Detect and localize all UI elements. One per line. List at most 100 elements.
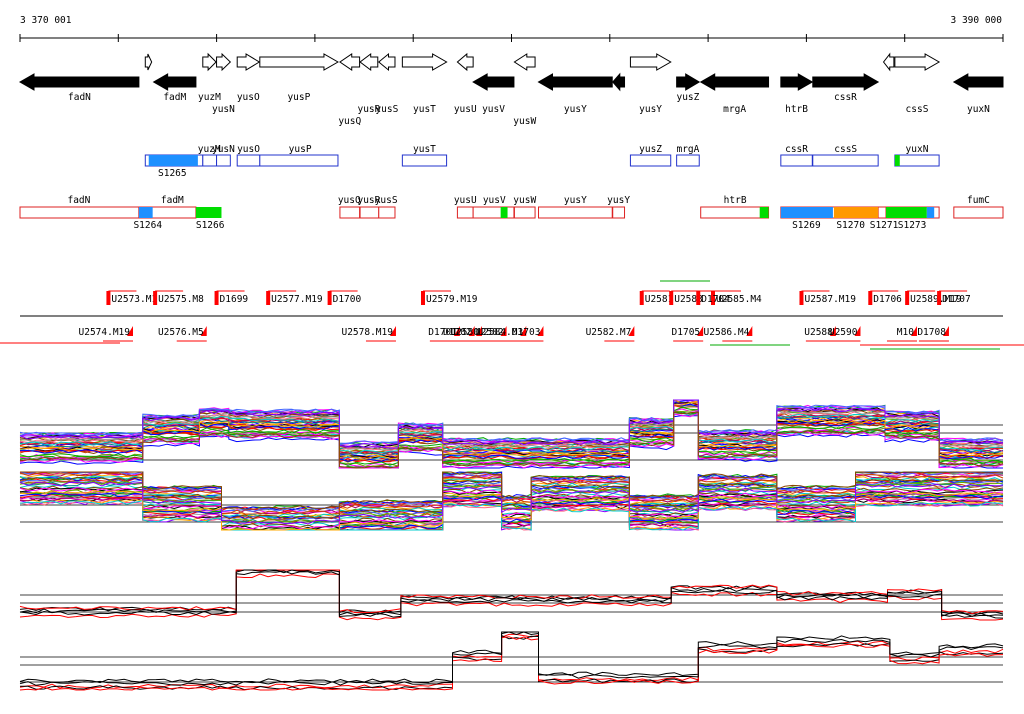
summary-trace <box>19 631 1004 686</box>
expression-trace <box>19 497 1004 531</box>
segment-label: U2578.M19 <box>341 327 393 338</box>
transcript-label: yusV <box>483 195 506 206</box>
transcript-label: S1266 <box>196 220 225 231</box>
transcript-label: htrB <box>724 195 747 206</box>
gene-label: mrgA <box>723 104 746 115</box>
segment-boundary-mark <box>500 326 507 336</box>
transcript-fill <box>780 207 833 218</box>
gene-label: yusR <box>357 104 380 115</box>
expression-trace <box>19 402 1004 459</box>
segment-label: U2589.M19 <box>910 294 962 305</box>
segment-boundary-mark <box>854 326 861 336</box>
gene-arrow <box>236 53 261 71</box>
transcript-box <box>378 206 396 219</box>
expression-trace <box>19 475 1004 518</box>
segment-boundary-mark <box>520 326 527 336</box>
segment-boundary-mark <box>628 326 635 336</box>
segment-boundary-mark <box>937 291 942 305</box>
transcript-box <box>676 154 700 167</box>
segment-label: D1700 <box>333 294 362 305</box>
summary-trace <box>19 634 1004 691</box>
gene-arrow <box>202 52 217 72</box>
transcript-box <box>359 206 380 219</box>
segment-boundary-mark <box>106 291 111 305</box>
expression-trace <box>19 471 1004 513</box>
summary-trace <box>19 569 1004 617</box>
segment-label: D1701 <box>428 327 457 338</box>
transcript-fill <box>148 155 198 166</box>
segment-boundary-mark <box>127 326 134 336</box>
transcript-box <box>629 154 672 167</box>
segment-boundary-mark <box>697 326 704 336</box>
gene-label: yuxN <box>967 104 990 115</box>
segment-boundary-mark <box>829 326 836 336</box>
segment-label: U2579.M19 <box>426 294 478 305</box>
segment-label: U2580 <box>450 327 479 338</box>
gene-label: cssS <box>906 104 929 115</box>
coord-end: 3 390 000 <box>951 15 1003 26</box>
expression-trace <box>19 411 1004 469</box>
segment-boundary-mark <box>868 291 873 305</box>
summary-trace <box>19 569 1004 615</box>
expression-trace <box>19 402 1004 460</box>
transcript-box <box>259 154 339 167</box>
transcript-box <box>812 154 879 167</box>
segment-boundary-mark <box>453 326 460 336</box>
transcript-label: S1273 <box>898 220 927 231</box>
transcript-label: yusN <box>212 144 235 155</box>
transcript-box <box>877 206 887 219</box>
transcript-label: fadN <box>67 195 90 206</box>
segment-boundary-mark <box>468 326 475 336</box>
gene-label: yusO <box>237 92 260 103</box>
segment-label: D1702 <box>443 327 472 338</box>
segment-boundary-mark <box>200 326 207 336</box>
transcript-fill <box>138 207 153 218</box>
transcript-label: fadM <box>161 195 184 206</box>
expression-trace <box>19 493 1004 531</box>
expression-trace <box>19 399 1004 446</box>
gene-label: yusQ <box>338 116 361 127</box>
transcript-label: S1271 <box>870 220 899 231</box>
expression-trace <box>19 411 1004 469</box>
transcript-box <box>456 206 474 219</box>
expression-trace <box>20 471 1004 510</box>
expression-trace <box>20 403 1004 462</box>
gene-arrow <box>629 53 672 71</box>
transcript-fill <box>500 207 508 218</box>
transcript-label: yusP <box>289 144 312 155</box>
segment-label: U2577.M19 <box>271 294 323 305</box>
gene-label: yusZ <box>676 92 699 103</box>
transcript-label: yusS <box>375 195 398 206</box>
segment-boundary-mark <box>537 326 544 336</box>
transcript-box <box>700 206 770 219</box>
gene-arrow <box>812 73 880 91</box>
gene-label: yusP <box>287 92 310 103</box>
segment-label: U2581 <box>645 294 674 305</box>
segment-boundary-mark <box>905 291 910 305</box>
gene-arrow <box>612 72 626 92</box>
transcript-label: yusW <box>513 195 536 206</box>
gene-label: yusU <box>454 104 477 115</box>
transcript-label: yusY <box>607 195 630 206</box>
expression-trace <box>19 492 1004 531</box>
expression-trace <box>19 500 1004 531</box>
transcript-label: yusU <box>454 195 477 206</box>
segment-label: D1707 <box>942 294 971 305</box>
transcript-box <box>538 206 613 219</box>
segment-boundary-mark <box>669 291 674 305</box>
transcript-fill <box>759 207 769 218</box>
transcript-box <box>513 206 536 219</box>
expression-trace <box>19 399 1004 454</box>
transcript-box <box>780 154 813 167</box>
transcript-label: yusQ <box>338 195 361 206</box>
segment-boundary-mark <box>696 291 701 305</box>
segment-label: U2588 <box>804 327 833 338</box>
transcript-fill <box>886 207 927 218</box>
segment-label: D1703 <box>512 327 541 338</box>
transcript-fill <box>894 155 900 166</box>
gene-arrow <box>780 73 814 91</box>
segment-label: M10 <box>897 327 914 338</box>
segment-label: U2587.M19 <box>804 294 856 305</box>
gene-label: cssR <box>834 92 857 103</box>
